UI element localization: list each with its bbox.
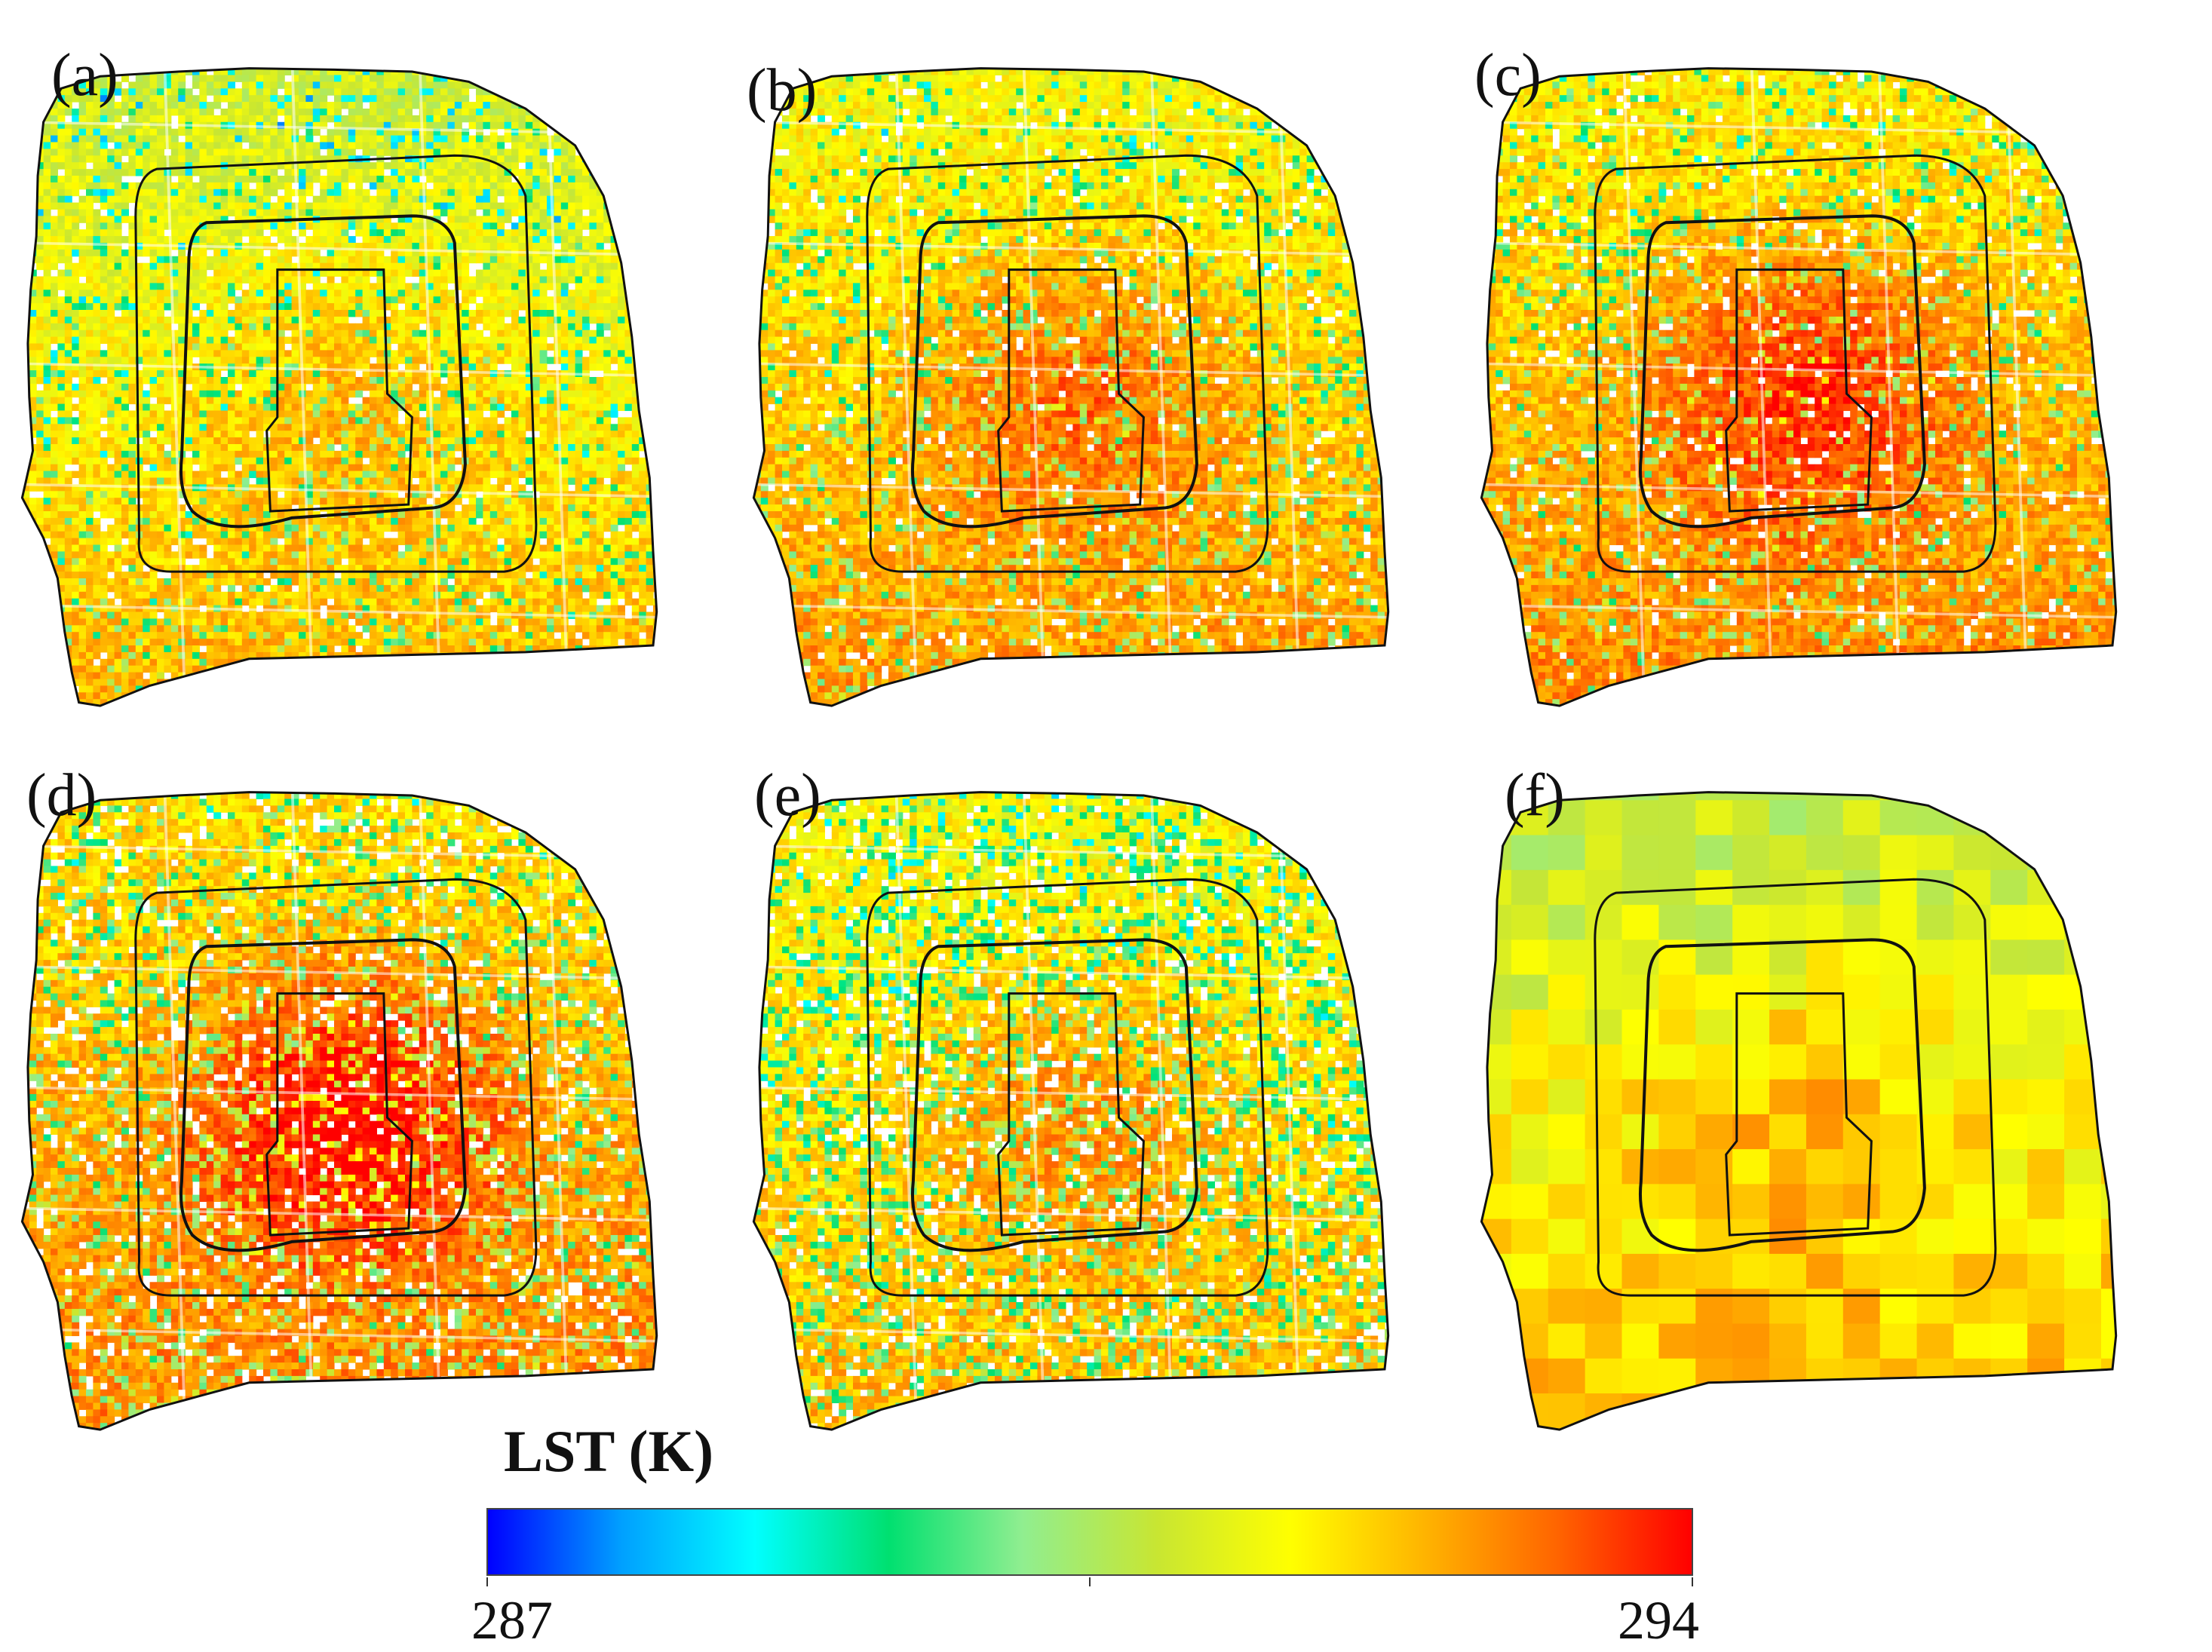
lst-map-c [1474, 41, 2183, 713]
colorbar-min-label: 287 [471, 1589, 553, 1652]
lst-raster-b [753, 68, 1388, 706]
lst-raster-f [1481, 792, 2116, 1430]
lst-map-panel-b: (b) [747, 41, 1456, 713]
lst-colorbar [486, 1508, 1693, 1576]
lst-map-b [747, 41, 1456, 713]
panel-label-c: (c) [1474, 45, 1542, 106]
lst-raster-d [22, 792, 657, 1430]
lst-map-panel-f: (f) [1474, 765, 2183, 1436]
lst-map-panel-a: (a) [15, 41, 724, 713]
lst-map-f [1474, 765, 2183, 1436]
colorbar-tick-min [486, 1577, 488, 1586]
colorbar-tick-max [1692, 1577, 1693, 1586]
panel-label-e: (e) [754, 765, 821, 826]
lst-map-panel-d: (d) [15, 765, 724, 1436]
lst-map-d [15, 765, 724, 1436]
lst-map-e [747, 765, 1456, 1436]
panel-label-f: (f) [1505, 765, 1565, 826]
lst-map-panel-c: (c) [1474, 41, 2183, 713]
lst-map-panel-e: (e) [747, 765, 1456, 1436]
panel-label-b: (b) [747, 60, 817, 121]
panel-label-a: (a) [51, 45, 118, 106]
lst-raster-e [753, 792, 1388, 1430]
legend-title: LST (K) [504, 1418, 713, 1485]
colorbar-max-label: 294 [1618, 1589, 1699, 1652]
lst-map-a [15, 41, 724, 713]
lst-raster-a [22, 68, 657, 706]
lst-raster-c [1481, 68, 2116, 706]
colorbar-tick-mid [1089, 1577, 1091, 1586]
panel-label-d: (d) [26, 765, 97, 826]
